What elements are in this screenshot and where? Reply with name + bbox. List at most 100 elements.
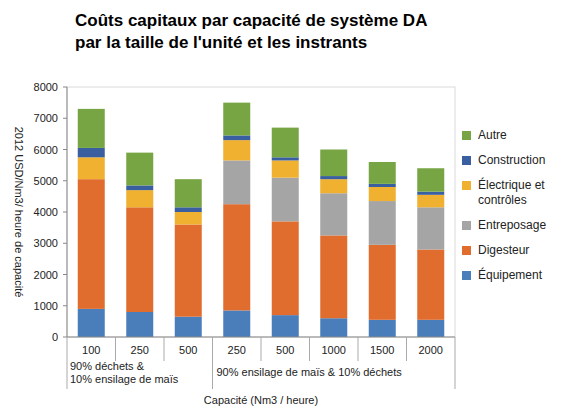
bar-segment	[126, 153, 153, 186]
y-tick	[63, 212, 67, 213]
bar-segment	[417, 320, 444, 337]
legend-swatch	[462, 221, 471, 230]
x-tick-label: 100	[82, 344, 100, 356]
bar-segment	[272, 128, 299, 158]
legend-swatch	[462, 246, 471, 255]
bar-segment	[223, 204, 250, 310]
y-tick	[63, 180, 67, 181]
y-tick	[63, 274, 67, 275]
bar-segment	[223, 140, 250, 160]
legend-label: Électrique et contrôles	[478, 178, 573, 208]
y-tick-label: 3000	[34, 237, 58, 249]
x-axis-label: Capacité (Nm3 / heure)	[204, 394, 318, 406]
bar-segment	[369, 320, 396, 337]
bar-segment	[369, 201, 396, 245]
bar-segment	[320, 235, 347, 318]
y-tick	[63, 243, 67, 244]
category-divider	[261, 337, 262, 361]
bar-segment	[369, 162, 396, 184]
title: Coûts capitaux par capacité de système D…	[75, 11, 427, 30]
bar-segment	[417, 207, 444, 249]
bar-segment	[175, 207, 202, 212]
bar-segment	[223, 103, 250, 136]
x-tick-label: 250	[228, 344, 246, 356]
bar-segment	[223, 160, 250, 204]
legend-item: Électrique et contrôles	[462, 178, 577, 208]
legend-item: Digesteur	[462, 243, 577, 258]
category-divider	[115, 337, 116, 361]
y-axis-label: 2012 USD/Nm3/ heure de capacité	[13, 127, 25, 298]
legend-item: Construction	[462, 153, 577, 168]
x-tick-label: 1500	[370, 344, 394, 356]
x-tick-label: 2000	[419, 344, 443, 356]
x-tick-label: 500	[179, 344, 197, 356]
bar-segment	[417, 168, 444, 191]
legend-label: Digesteur	[478, 243, 573, 258]
y-tick	[63, 337, 67, 338]
y-tick-label: 4000	[34, 206, 58, 218]
legend-label: Construction	[478, 153, 573, 168]
bar-segment	[175, 225, 202, 317]
y-tick-label: 7000	[34, 112, 58, 124]
legend-swatch	[462, 271, 471, 280]
category-divider	[67, 337, 68, 389]
y-tick	[63, 87, 67, 88]
y-tick-label: 5000	[34, 175, 58, 187]
title: par la taille de l'unité et les instrant…	[75, 33, 367, 52]
bar-segment	[78, 148, 105, 157]
category-divider	[455, 337, 456, 389]
bar-segment	[175, 179, 202, 207]
y-tick-label: 1000	[34, 300, 58, 312]
category-divider	[358, 337, 359, 361]
y-tick	[63, 149, 67, 150]
bar-segment	[369, 184, 396, 187]
category-divider	[212, 337, 213, 389]
bar-segment	[223, 135, 250, 140]
x-tick-label: 500	[276, 344, 294, 356]
legend-item: Entreposage	[462, 218, 577, 233]
bar-segment	[126, 207, 153, 312]
category-divider	[164, 337, 165, 361]
y-tick-label: 8000	[34, 81, 58, 93]
bar-segment	[320, 150, 347, 177]
bar-segment	[369, 245, 396, 320]
bar-segment	[272, 221, 299, 315]
bar-segment	[223, 310, 250, 337]
bar-segment	[417, 192, 444, 195]
bar-segment	[320, 179, 347, 193]
bar-segment	[272, 178, 299, 222]
bar-segment	[320, 176, 347, 179]
bar-segment	[272, 160, 299, 177]
bar-segment	[417, 195, 444, 208]
bar-segment	[126, 190, 153, 207]
legend-label: Autre	[478, 128, 573, 143]
legend: Autre Construction Électrique et contrôles…	[462, 128, 577, 293]
y-axis	[67, 87, 68, 337]
group-label: 90% déchets &	[70, 360, 145, 372]
bar-segment	[320, 193, 347, 235]
bar-segment	[175, 212, 202, 225]
legend-swatch	[462, 156, 471, 165]
bar-segment	[78, 309, 105, 337]
bar-segment	[272, 315, 299, 337]
category-divider	[406, 337, 407, 361]
y-tick	[63, 305, 67, 306]
category-divider	[309, 337, 310, 361]
bar-segment	[417, 250, 444, 320]
bar-segment	[175, 317, 202, 337]
bar-segment	[78, 157, 105, 179]
legend-swatch	[462, 131, 471, 140]
x-tick-label: 250	[131, 344, 149, 356]
legend-label: Équipement	[478, 268, 573, 283]
bar-segment	[78, 179, 105, 309]
legend-item: Autre	[462, 128, 577, 143]
legend-label: Entreposage	[478, 218, 573, 233]
bar-segment	[78, 109, 105, 148]
bar-segment	[320, 318, 347, 337]
legend-item: Équipement	[462, 268, 577, 283]
bar-segment	[369, 187, 396, 201]
bar-segment	[126, 312, 153, 337]
bars	[78, 103, 445, 337]
bar-segment	[126, 185, 153, 190]
group-label: 90% ensilage de maïs & 10% déchets	[217, 366, 403, 378]
